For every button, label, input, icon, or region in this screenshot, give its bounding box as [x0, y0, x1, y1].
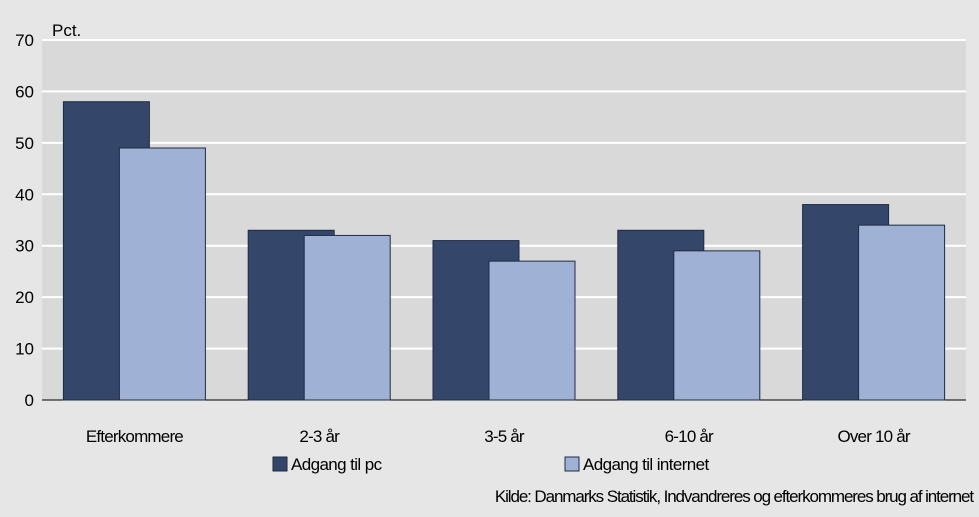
bar-internet: [303, 234, 391, 401]
y-tick-label: 30: [15, 237, 34, 256]
y-tick-label: 60: [15, 82, 34, 101]
bar-internet: [858, 224, 946, 401]
x-tick-labels: Efterkommere 2-3 år 3-5 år 6-10 år Over 10 å…: [86, 427, 912, 446]
y-tick-label: 10: [15, 340, 34, 359]
legend-label: Adgang til internet: [583, 455, 710, 474]
bar-internet: [488, 260, 576, 401]
legend-label: Adgang til pc: [291, 455, 383, 474]
y-tick-label: 20: [15, 288, 34, 307]
legend: Adgang til pc Adgang til internet: [272, 455, 710, 474]
y-tick-label: 0: [25, 391, 34, 410]
x-tick-label: Over 10 år: [837, 427, 910, 446]
x-tick-label: Efterkommere: [86, 427, 183, 446]
legend-swatch: [564, 456, 580, 472]
y-tick-labels: 0 10 20 30 40 50 60 70: [15, 31, 34, 410]
source-note: Kilde: Danmarks Statistik, Indvandreres …: [495, 487, 974, 506]
y-tick-label: 70: [15, 31, 34, 50]
y-tick-label: 50: [15, 134, 34, 153]
bar-internet: [673, 250, 761, 401]
x-tick-label: 3-5 år: [484, 427, 525, 446]
x-tick-label: 6-10 år: [665, 427, 714, 446]
bars: [62, 101, 946, 401]
x-tick-label: 2-3 år: [299, 427, 340, 446]
legend-swatch: [272, 456, 288, 472]
y-tick-label: 40: [15, 185, 34, 204]
bar-internet: [118, 147, 206, 401]
y-axis-label: Pct.: [52, 21, 81, 40]
